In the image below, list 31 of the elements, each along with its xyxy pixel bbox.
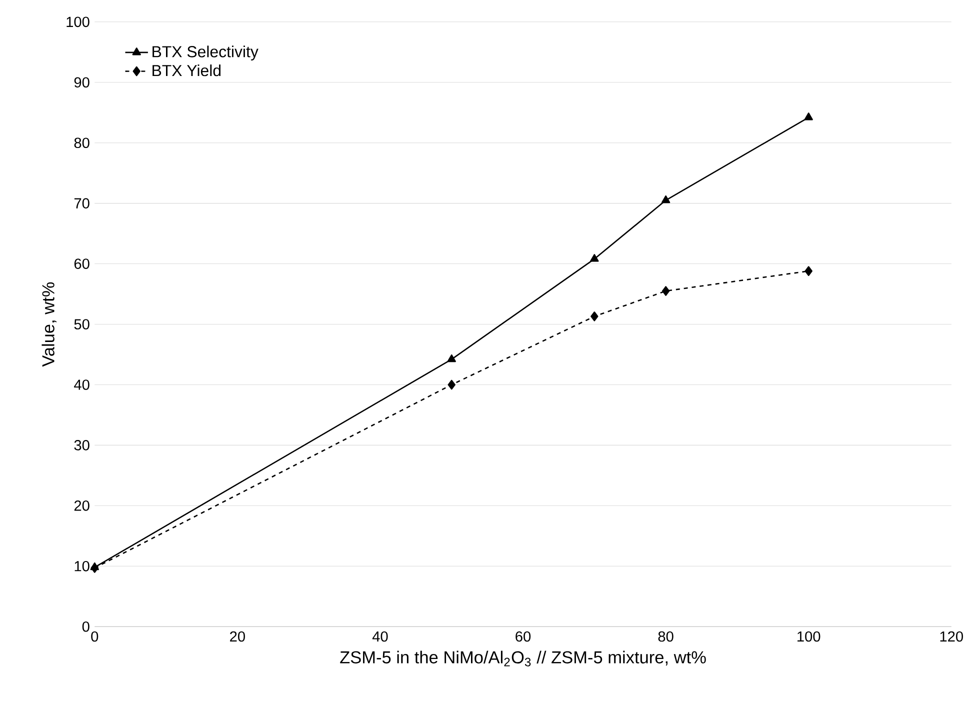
x-tick-label: 100 — [798, 631, 820, 642]
point — [448, 380, 456, 390]
point — [662, 286, 670, 296]
point — [804, 266, 812, 276]
x-tick-label: 0 — [91, 631, 98, 642]
point — [447, 354, 456, 362]
y-tick-label: 10 — [74, 560, 90, 572]
point — [590, 311, 598, 322]
point — [90, 562, 99, 570]
y-tick-label: 90 — [74, 77, 90, 88]
y-axis-title: Value, wt% — [42, 282, 56, 367]
x-tick-label: 60 — [516, 631, 531, 642]
x-tick-label: 120 — [940, 631, 963, 642]
y-tick-label: 30 — [74, 440, 90, 450]
y-tick-label: 20 — [74, 500, 90, 511]
legend-label: BTX Selectivity — [152, 45, 258, 60]
x-axis-title: ZSM-5 in the NiMo/Al$_{2}$O$_{3}$ // ZSM-5 mixture, wt% — [340, 650, 706, 666]
x-tick-label: 80 — [658, 631, 674, 642]
x-tick-label: 20 — [230, 631, 245, 642]
point — [804, 112, 813, 120]
legend-label: BTX Yield — [152, 64, 221, 76]
y-tick-label: 0 — [82, 621, 90, 632]
y-tick-label: 50 — [74, 318, 90, 330]
point — [661, 195, 670, 203]
x-tick-label: 40 — [372, 631, 388, 642]
y-tick-label: 100 — [66, 16, 90, 27]
y-tick-label: 40 — [74, 379, 90, 390]
point — [590, 254, 599, 262]
y-tick-label: 60 — [74, 258, 90, 269]
y-tick-label: 70 — [74, 198, 90, 208]
y-tick-label: 80 — [74, 138, 90, 148]
